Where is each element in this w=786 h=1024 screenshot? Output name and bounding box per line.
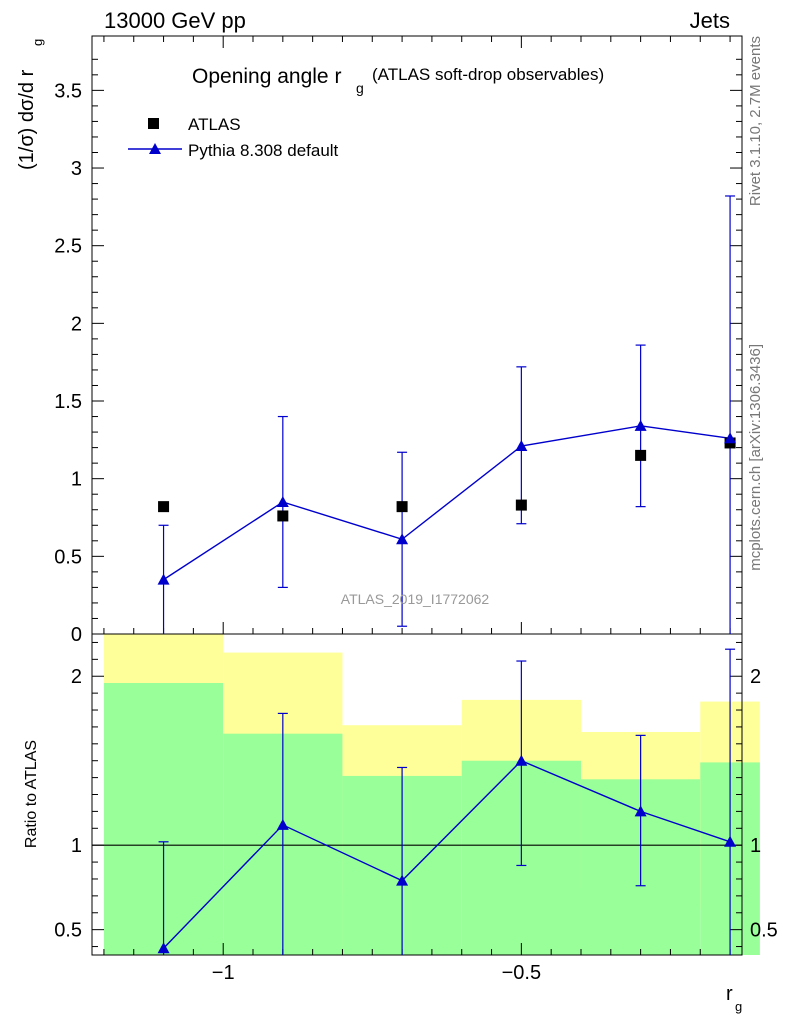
chart-title: Opening angle r (192, 65, 341, 88)
ratio-point (515, 754, 528, 766)
ratio-tick-label: 2 (71, 666, 82, 688)
y-tick-label: 0.5 (54, 546, 82, 568)
x-axis-label-sub: g (735, 999, 742, 1014)
data-point (635, 449, 647, 461)
x-axis-label: r (726, 983, 733, 1005)
mc-point (276, 495, 289, 507)
ratio-bands (103, 634, 760, 955)
y-tick-label: 3 (71, 158, 82, 180)
ratio-point (724, 835, 737, 847)
y-tick-label: 0 (71, 624, 82, 646)
ratio-axis-label: Ratio to ATLAS (23, 740, 40, 848)
ratio-point (396, 874, 409, 886)
ratio-line (163, 759, 731, 949)
mc-point (396, 533, 409, 545)
ratio-point (157, 942, 170, 954)
mc-point (724, 432, 737, 444)
y-tick-label: 1 (71, 469, 82, 491)
ratio-layer (157, 648, 737, 955)
y-tick-label: 2.5 (54, 236, 82, 258)
side-text-mcplots: mcplots.cern.ch [arXiv:1306.3436] (747, 344, 764, 571)
series-layer (157, 195, 737, 634)
legend-marker-atlas (148, 118, 159, 129)
legend-label-atlas: ATLAS (188, 115, 241, 134)
x-tick-label: −0.5 (502, 962, 541, 984)
ratio-tick-label: 2 (750, 666, 761, 688)
header-right: Jets (689, 8, 730, 33)
chart-title-sub: g (356, 80, 364, 96)
legend-marker-mc (149, 143, 161, 154)
y-tick-label: 2 (71, 313, 82, 335)
y-axis-label-sub: g (30, 39, 45, 46)
analysis-watermark: ATLAS_2019_I1772062 (341, 591, 490, 607)
header-left: 13000 GeV pp (104, 8, 246, 33)
ratio-point (276, 818, 289, 830)
chart-title-tail: (ATLAS soft-drop observables) (372, 65, 604, 84)
y-tick-label: 1.5 (54, 391, 82, 413)
ratio-tick-label: 0.5 (54, 920, 82, 942)
data-point (158, 501, 170, 513)
side-text-rivet: Rivet 3.1.10, 2.7M events (747, 36, 764, 206)
mc-point (515, 440, 528, 452)
mc-line (163, 425, 731, 581)
y-axis-label: (1/σ) dσ/d r (16, 69, 38, 170)
ratio-tick-label: 1 (71, 835, 82, 857)
ratio-point (634, 805, 647, 817)
x-tick-label: −1 (212, 962, 235, 984)
data-point (396, 501, 408, 513)
data-point (515, 499, 527, 511)
ratio-tick-label: 0.5 (750, 920, 778, 942)
ratio-tick-label: 1 (750, 835, 761, 857)
chart-text: −1 −0.5 0 0.5 1 1.5 2 2.5 3 3.5 0.5 0.5 1 1 2 2 Opening … (16, 36, 778, 1014)
mc-point (634, 419, 647, 431)
axes (91, 35, 743, 956)
legend-label-mc: Pythia 8.308 default (188, 141, 339, 160)
mc-point (157, 573, 170, 585)
y-tick-label: 3.5 (54, 80, 82, 102)
data-point (277, 510, 289, 522)
